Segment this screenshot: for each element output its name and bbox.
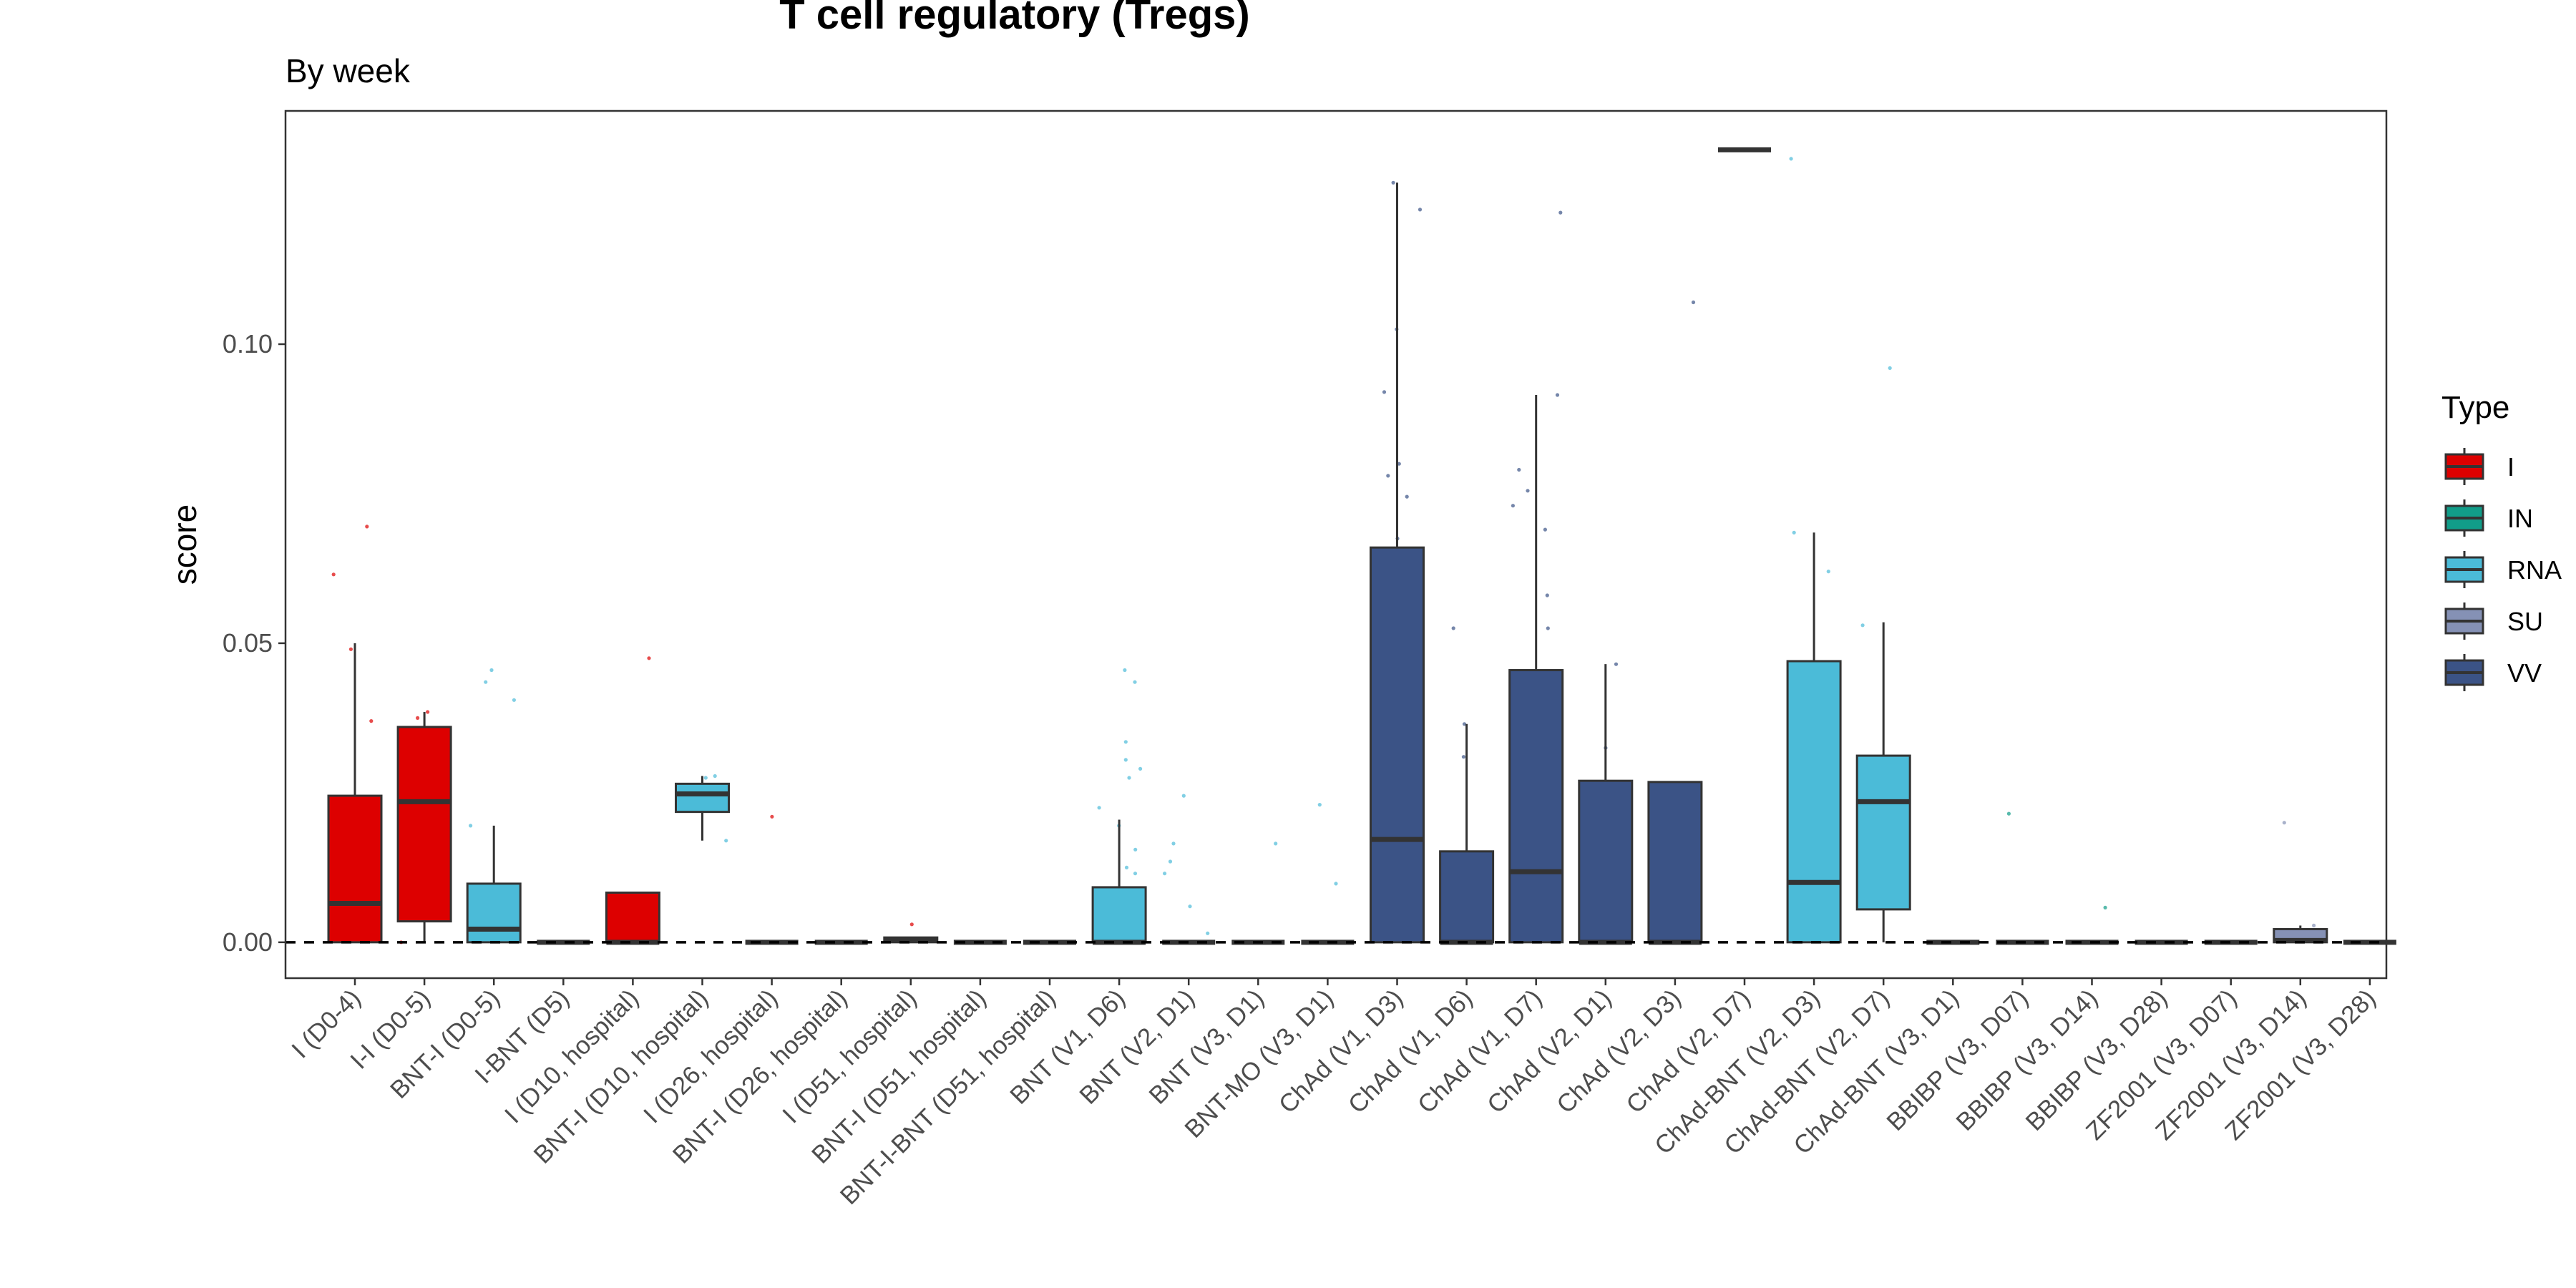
legend-label: VV	[2507, 658, 2542, 688]
legend-title: Type	[2441, 390, 2509, 425]
data-point	[1382, 390, 1387, 394]
panel-border	[284, 109, 2388, 980]
data-point	[1462, 722, 1467, 726]
chart-subtitle: By week	[286, 52, 411, 89]
box-body	[1647, 781, 1703, 944]
data-point	[416, 716, 420, 721]
box-body	[675, 782, 730, 814]
box-body	[466, 882, 522, 944]
data-point	[713, 774, 717, 779]
data-point	[1792, 530, 1796, 535]
y-tick-label: 0.00	[223, 927, 273, 957]
data-point	[2282, 821, 2286, 825]
data-point	[484, 680, 488, 684]
data-point	[348, 647, 353, 651]
data-point	[1391, 180, 1395, 185]
data-point	[724, 839, 728, 843]
box-body	[327, 794, 383, 944]
box-body	[1439, 850, 1495, 944]
y-tick-label: 0.10	[223, 329, 273, 358]
data-point	[1133, 847, 1138, 852]
data-point	[2312, 923, 2316, 927]
data-point	[1860, 623, 1865, 628]
data-point	[1334, 882, 1338, 886]
data-point	[1124, 865, 1129, 869]
data-point	[331, 572, 336, 577]
data-point	[426, 710, 430, 714]
data-point	[1826, 570, 1830, 574]
data-point	[909, 922, 914, 927]
data-point	[1386, 474, 1390, 478]
data-point	[1127, 776, 1131, 780]
data-point	[1163, 872, 1167, 876]
data-point	[1558, 210, 1563, 215]
data-point	[1206, 931, 1210, 935]
data-point	[2006, 811, 2011, 816]
data-point	[2103, 905, 2107, 909]
data-point	[1545, 593, 1549, 597]
data-point	[1181, 794, 1186, 798]
data-point	[1526, 489, 1530, 493]
data-point	[1133, 680, 1137, 684]
data-point	[1461, 755, 1465, 759]
data-point	[1123, 740, 1128, 744]
box-body	[1091, 886, 1147, 944]
data-point	[1123, 668, 1127, 673]
legend-label: RNA	[2507, 555, 2562, 585]
data-point	[1097, 806, 1101, 810]
data-point	[1511, 504, 1515, 508]
y-axis-title: score	[166, 504, 203, 585]
legend-label: I	[2507, 452, 2514, 482]
box-body	[1786, 660, 1842, 944]
data-point	[469, 824, 473, 828]
data-point	[1888, 366, 1892, 370]
data-point	[512, 698, 517, 702]
data-point	[647, 656, 651, 660]
legend-label: SU	[2507, 607, 2543, 636]
data-point	[1274, 841, 1278, 846]
y-tick-label: 0.05	[223, 628, 273, 658]
data-point	[1168, 859, 1173, 864]
data-point	[489, 668, 494, 673]
data-point	[770, 814, 774, 819]
data-point	[1789, 157, 1793, 161]
data-point	[1543, 527, 1547, 532]
data-point	[1133, 872, 1138, 876]
data-point	[1418, 208, 1423, 212]
box-body	[605, 891, 660, 944]
box-body	[1578, 779, 1634, 944]
data-point	[1171, 841, 1176, 846]
box-body	[1855, 754, 1911, 911]
data-point	[1405, 494, 1409, 499]
data-point	[369, 719, 374, 723]
data-point	[1451, 626, 1455, 630]
legend: Type I IN RNA SU VV	[2441, 390, 2562, 691]
data-point	[1691, 300, 1696, 305]
data-point	[365, 525, 369, 529]
data-point	[1138, 766, 1143, 771]
data-point	[1123, 758, 1128, 762]
box-body	[1370, 546, 1425, 944]
plot-marks	[286, 147, 2396, 945]
legend-label: IN	[2507, 504, 2533, 533]
data-point	[1555, 393, 1560, 397]
data-point	[1546, 626, 1550, 630]
panel	[286, 111, 2386, 978]
data-point	[703, 776, 708, 780]
data-point	[1188, 904, 1192, 909]
data-point	[1317, 803, 1322, 807]
data-point	[1517, 467, 1521, 472]
chart-title: T cell regulatory (Tregs)	[779, 0, 1250, 38]
data-point	[1614, 662, 1619, 666]
y-axis: 0.00 0.05 0.10	[223, 329, 286, 957]
box-body	[396, 726, 452, 923]
box-body	[1508, 669, 1564, 944]
